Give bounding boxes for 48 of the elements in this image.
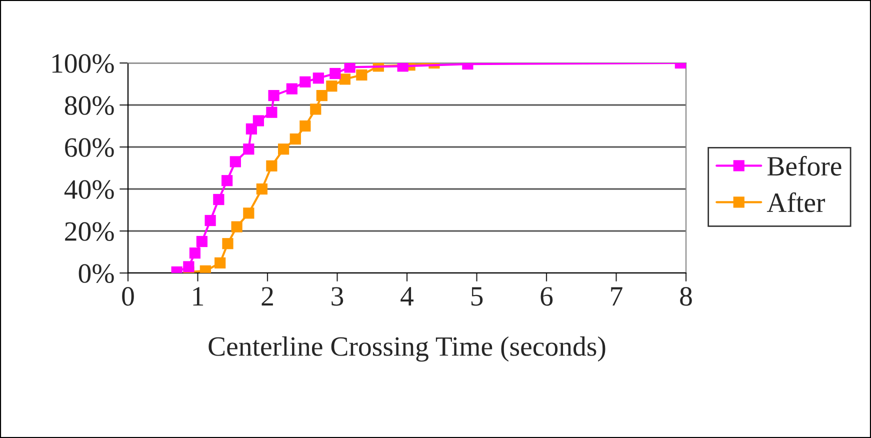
point [310, 104, 322, 115]
point [189, 247, 201, 259]
point [266, 106, 278, 118]
x-tick-label: 5 [471, 287, 483, 306]
point [230, 156, 241, 168]
y-tick-label: 40% [64, 180, 114, 199]
point [312, 72, 324, 84]
x-axis-title: Centerline Crossing Time (seconds) [208, 336, 606, 362]
legend-label: Before [767, 156, 842, 176]
point [204, 214, 216, 226]
legend-label: After [766, 192, 826, 212]
y-tick-label: 0% [78, 264, 114, 283]
point [330, 68, 341, 80]
x-tick-label: 4 [400, 287, 414, 306]
point [252, 115, 264, 126]
x-tick-label: 3 [332, 287, 344, 306]
point [196, 236, 208, 248]
point [316, 90, 328, 102]
point [278, 144, 290, 155]
point [339, 74, 350, 85]
y-tick-label: 100% [52, 54, 114, 73]
point [214, 257, 226, 268]
y-tick-label: 80% [64, 96, 114, 115]
x-tick-label: 7 [611, 287, 622, 306]
point [290, 133, 301, 145]
point [344, 63, 356, 73]
point [326, 80, 338, 92]
x-tick-label: 6 [540, 287, 553, 306]
y-tick-label: 60% [65, 138, 114, 157]
point [256, 183, 268, 195]
x-tick-label: 2 [262, 287, 273, 306]
point [266, 160, 278, 172]
point [231, 221, 242, 232]
point [300, 76, 311, 88]
x-tick-label: 8 [680, 286, 692, 306]
point [221, 175, 233, 186]
x-tick-label: 0 [122, 286, 134, 306]
point [268, 90, 280, 102]
point [243, 144, 254, 155]
point [286, 83, 298, 94]
point [183, 261, 194, 272]
point [243, 208, 254, 219]
point [213, 194, 224, 206]
point [356, 69, 368, 81]
x-tick-label: 1 [193, 287, 204, 306]
point [300, 120, 311, 132]
y-tick-label: 20% [65, 222, 114, 241]
point [222, 238, 234, 250]
